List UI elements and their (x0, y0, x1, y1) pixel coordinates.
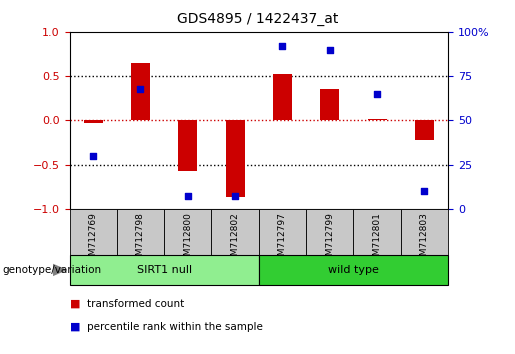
Point (278, 43, 286, 49)
Text: GSM712798: GSM712798 (136, 212, 145, 267)
Bar (259, 209, 306, 255)
Text: GSM712803: GSM712803 (420, 212, 429, 267)
Bar (226, 120, 245, 198)
Bar (117, 209, 164, 255)
Bar (273, 74, 292, 120)
Text: GSM712769: GSM712769 (89, 212, 98, 267)
Polygon shape (53, 264, 67, 276)
Point (184, 194, 192, 199)
Bar (401, 209, 448, 255)
Bar (353, 209, 401, 255)
Text: ■: ■ (70, 299, 80, 309)
Point (89, 153, 97, 159)
Point (420, 188, 428, 194)
Bar (131, 63, 150, 120)
Bar (320, 89, 339, 120)
Bar (70, 255, 259, 285)
Bar (306, 209, 353, 255)
Bar (164, 209, 212, 255)
Point (373, 91, 381, 97)
Text: GDS4895 / 1422437_at: GDS4895 / 1422437_at (177, 12, 338, 27)
Text: GSM712801: GSM712801 (372, 212, 382, 267)
Bar (178, 120, 197, 171)
Text: GSM712800: GSM712800 (183, 212, 192, 267)
Text: SIRT1 null: SIRT1 null (136, 265, 192, 275)
Bar (368, 119, 387, 120)
Text: GSM712799: GSM712799 (325, 212, 334, 267)
Bar (70, 209, 117, 255)
Text: GSM712802: GSM712802 (231, 212, 239, 267)
Point (231, 194, 239, 199)
Text: ■: ■ (70, 322, 80, 332)
Bar (212, 209, 259, 255)
Bar (259, 255, 448, 285)
Point (325, 47, 334, 52)
Bar (415, 120, 434, 140)
Text: percentile rank within the sample: percentile rank within the sample (87, 322, 263, 332)
Text: genotype/variation: genotype/variation (3, 265, 101, 275)
Point (136, 86, 145, 91)
Text: transformed count: transformed count (87, 299, 184, 309)
Bar (84, 120, 102, 123)
Text: wild type: wild type (328, 265, 379, 275)
Text: GSM712797: GSM712797 (278, 212, 287, 267)
